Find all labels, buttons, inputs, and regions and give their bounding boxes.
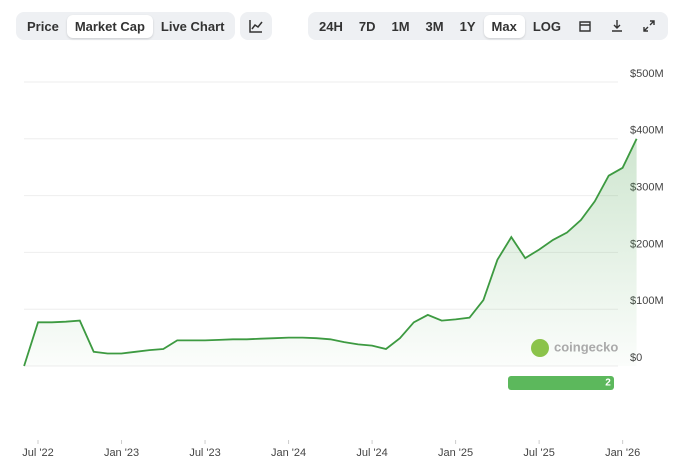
y-tick-label: $0 (630, 352, 642, 364)
x-tick-label: Jul '22 (22, 447, 53, 459)
x-tick-label: Jul '23 (189, 447, 220, 459)
tab[interactable]: Market Cap (66, 14, 153, 38)
range-button[interactable]: 24H (319, 18, 343, 34)
area (24, 138, 637, 366)
tab[interactable]: Live Chart (160, 18, 225, 34)
tab[interactable]: Price (27, 18, 59, 34)
chart-type-bar (240, 12, 272, 40)
logo (531, 339, 549, 357)
x-tick-label: Jul '25 (523, 447, 554, 459)
x-tick-label: Jan '24 (271, 447, 306, 459)
range-button[interactable]: 7D (358, 18, 376, 34)
y-tick-label: $400M (630, 125, 664, 137)
range-button[interactable]: LOG (532, 18, 561, 34)
x-tick-label: Jan '25 (438, 447, 473, 459)
range-button[interactable]: 1M (391, 18, 410, 34)
range-button[interactable]: 3M (425, 18, 444, 34)
tool-icon[interactable] (642, 19, 656, 33)
line (23, 138, 638, 367)
y-tick-label: $200M (630, 238, 664, 250)
y-tick-label: $100M (630, 295, 664, 307)
x-tick-label: Jan '23 (104, 447, 139, 459)
range-button[interactable]: Max (483, 14, 525, 38)
badge (508, 376, 614, 390)
badge-text: 2 (605, 378, 611, 389)
line-icon[interactable] (249, 19, 263, 33)
range-bar: 24H 7D 1M 3M 1Y Max LOG (308, 12, 668, 40)
tool-icon[interactable] (578, 19, 592, 33)
x-tick-label: Jul '24 (356, 447, 387, 459)
tab-bar: Price Market Cap Live Chart (16, 12, 236, 40)
y-tick-label: $300M (630, 182, 664, 194)
x-tick-label: Jan '26 (605, 447, 640, 459)
y-tick-label: $500M (630, 68, 664, 80)
range-button[interactable]: 1Y (459, 18, 476, 34)
tool-icon[interactable] (610, 19, 624, 33)
watermark: coingecko (554, 339, 618, 354)
